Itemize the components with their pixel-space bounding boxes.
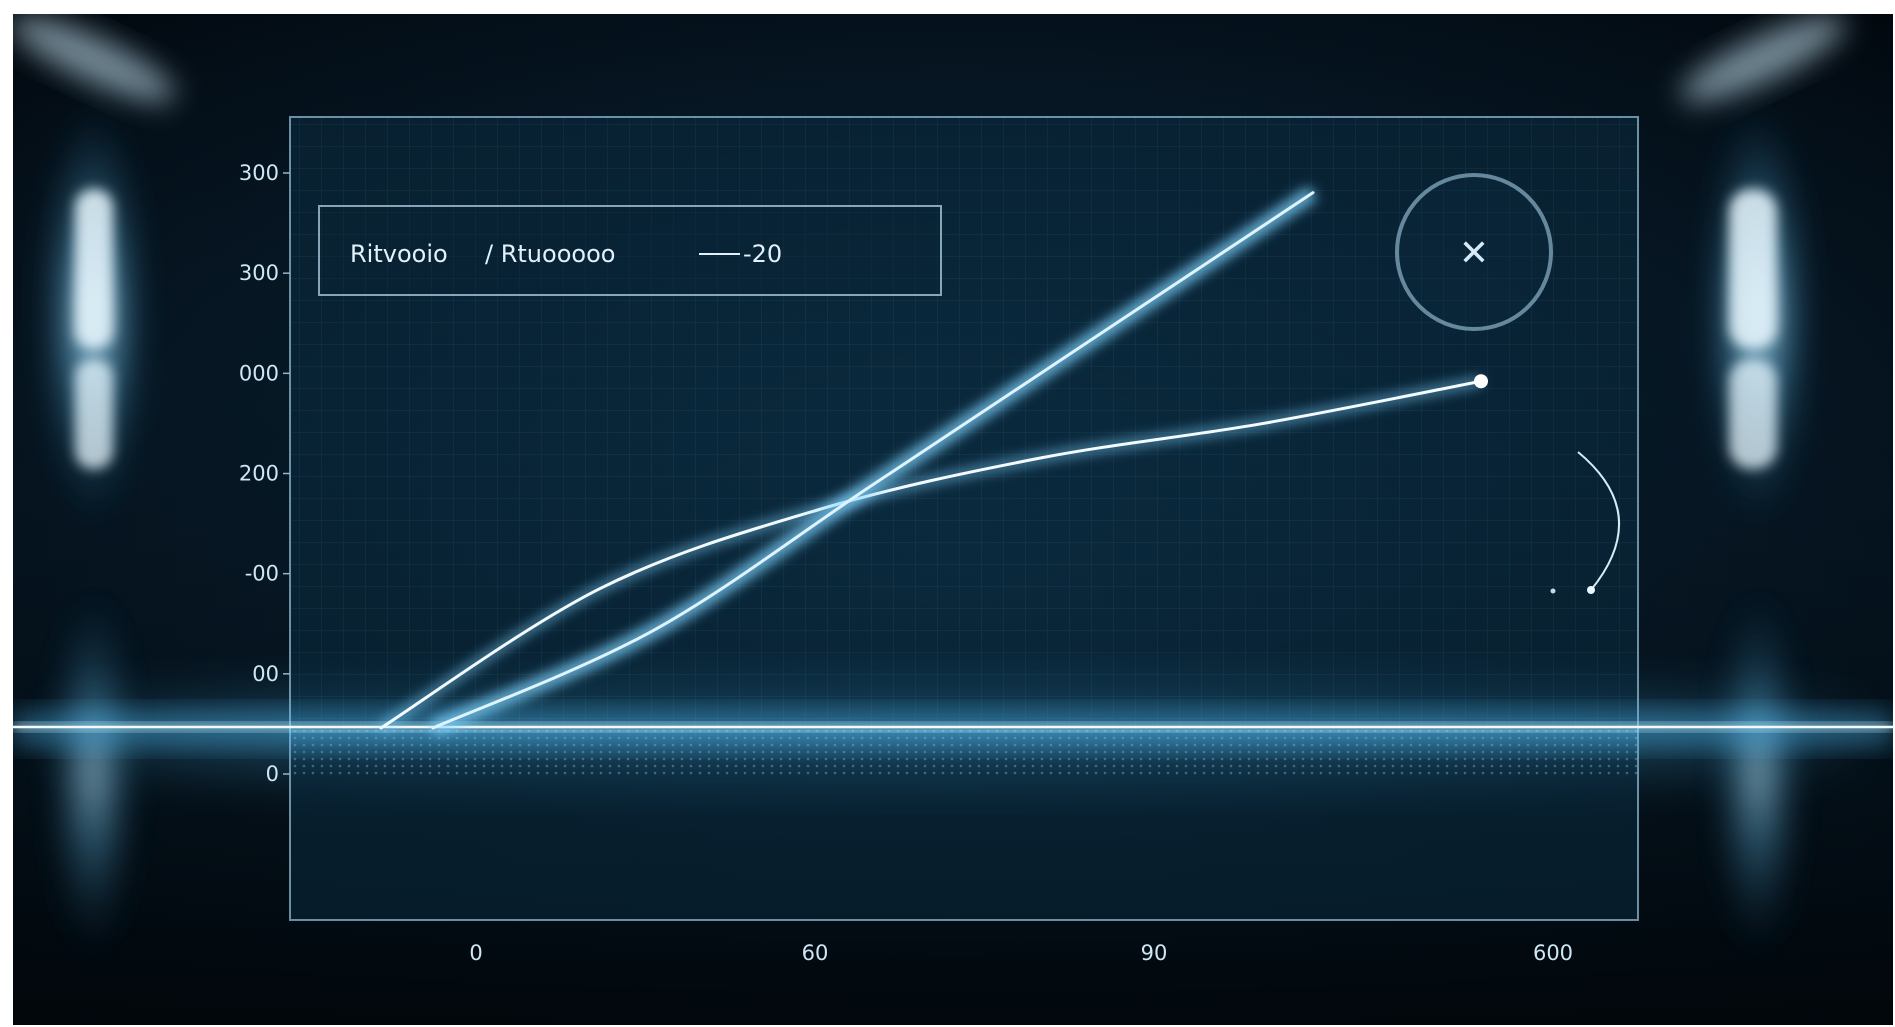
close-icon: ✕: [1459, 233, 1489, 274]
y-tick-label: 300: [239, 261, 279, 285]
series-1-line: [379, 379, 1483, 730]
endpoint-annotation: [1550, 451, 1620, 594]
x-tick-label: 90: [1141, 941, 1168, 965]
y-tick-label: -00: [245, 562, 279, 586]
y-tick-label: 00: [252, 662, 279, 686]
series-layer: [378, 186, 1488, 736]
chart-frame: [289, 116, 1639, 921]
y-tick-label: 0: [266, 762, 279, 786]
x-axis: 0 60 90 600: [469, 941, 1573, 965]
x-tick-label: 600: [1533, 941, 1573, 965]
legend-label-2: / Rtuooooo: [485, 240, 615, 268]
x-tick-label: 60: [802, 941, 829, 965]
close-button[interactable]: ✕: [1395, 173, 1553, 331]
legend: Ritvooio / Rtuooooo -20: [318, 205, 942, 296]
y-tick-label: 000: [239, 361, 279, 385]
series-1-point: [1474, 374, 1488, 389]
y-tick-label: 200: [239, 462, 279, 486]
legend-box: [318, 205, 942, 296]
y-tick-label: 300: [239, 161, 279, 185]
legend-label-1: Ritvooio: [350, 240, 448, 268]
x-tick-label: 0: [469, 941, 482, 965]
chart-scene: 300 300 000 200 -00 00 0 0 60 90 600 Ritvooio / R…: [13, 14, 1893, 1025]
series-2-line: [431, 191, 1315, 730]
legend-label-3: -20: [743, 240, 782, 268]
horizon-line: [13, 714, 1893, 744]
